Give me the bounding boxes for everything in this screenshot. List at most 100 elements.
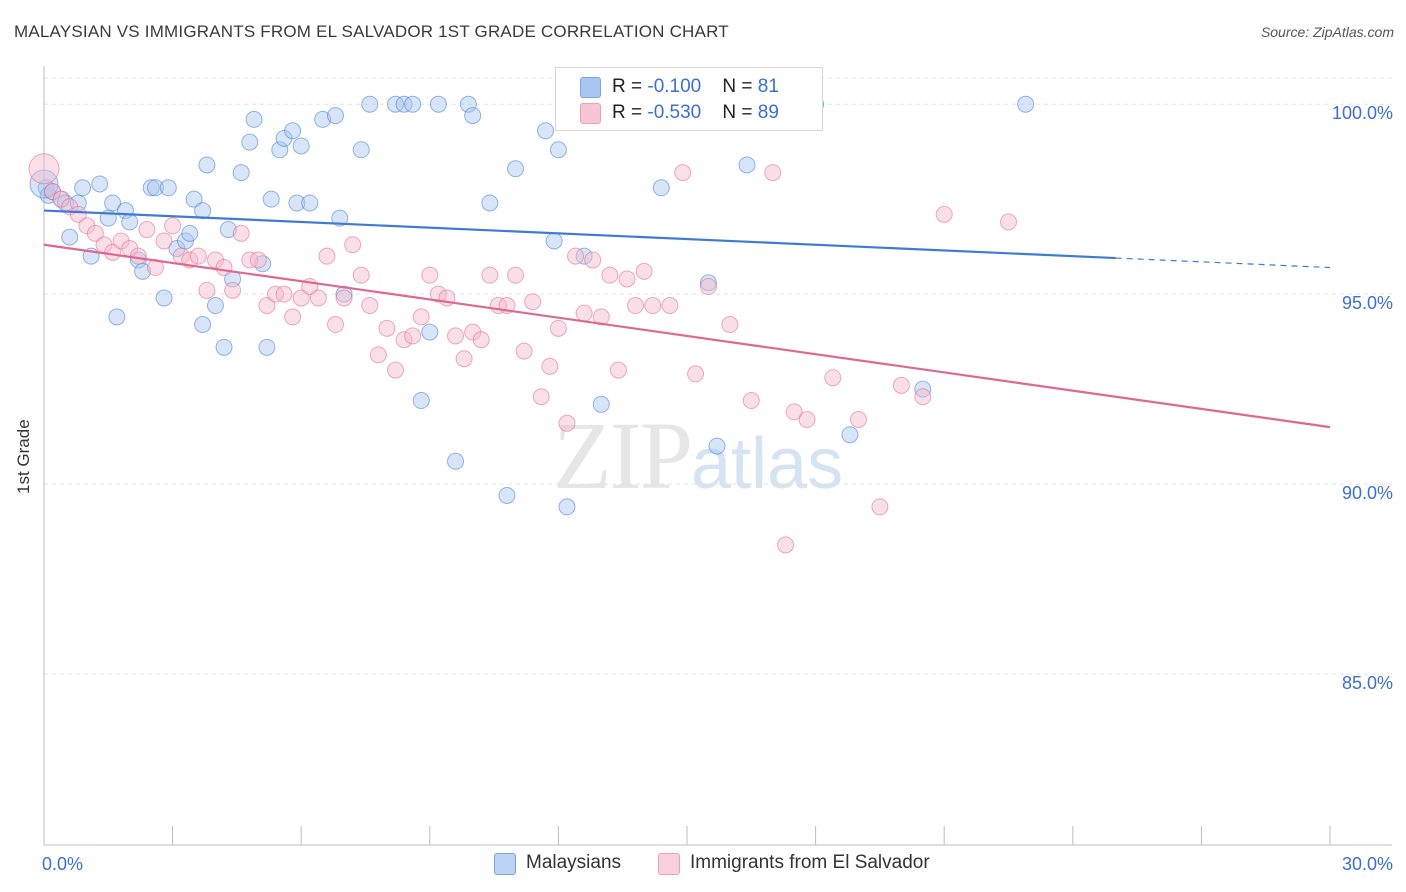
point-malaysians xyxy=(507,160,525,178)
point-el-salvador xyxy=(892,376,910,394)
point-el-salvador xyxy=(481,266,499,284)
point-el-salvador xyxy=(258,297,276,315)
point-malaysians xyxy=(241,133,259,151)
y-tick-label: 85.0% xyxy=(1342,673,1393,693)
point-malaysians xyxy=(326,107,344,125)
point-el-salvador xyxy=(164,217,182,235)
point-el-salvador xyxy=(871,498,889,516)
point-malaysians xyxy=(91,175,109,193)
point-malaysians xyxy=(549,141,567,159)
point-el-salvador xyxy=(378,319,396,337)
point-el-salvador xyxy=(674,164,692,182)
legend-r-label: R = xyxy=(612,76,648,97)
point-el-salvador xyxy=(914,388,932,406)
point-malaysians xyxy=(395,95,413,113)
point-malaysians xyxy=(575,247,593,265)
point-el-salvador xyxy=(86,224,104,242)
point-malaysians xyxy=(464,107,482,125)
point-el-salvador xyxy=(395,331,413,349)
point-malaysians xyxy=(155,289,173,307)
point-malaysians xyxy=(699,274,717,292)
point-el-salvador xyxy=(369,346,387,364)
trendline-malaysians-extension xyxy=(1115,257,1331,269)
legend-n-value: 81 xyxy=(757,76,779,97)
point-el-salvador xyxy=(524,293,542,311)
y-tick-label: 95.0% xyxy=(1342,293,1393,313)
point-malaysians xyxy=(181,224,199,242)
point-el-salvador xyxy=(215,259,233,277)
point-malaysians xyxy=(194,202,212,220)
point-malaysians xyxy=(292,137,310,155)
trendline-malaysians xyxy=(43,209,1116,260)
point-el-salvador xyxy=(189,247,207,265)
point-el-salvador xyxy=(721,316,739,334)
point-malaysians xyxy=(537,122,555,140)
point-malaysians xyxy=(206,297,224,315)
trendline-el-salvador xyxy=(43,243,1331,429)
stats-legend: R = -0.100 N = 81 R = -0.530 N = 89 xyxy=(555,67,823,131)
point-el-salvador xyxy=(507,266,525,284)
point-el-salvador xyxy=(798,411,816,429)
point-malaysians xyxy=(185,190,203,208)
point-el-salvador xyxy=(609,361,627,379)
point-el-salvador xyxy=(824,369,842,387)
point-malaysians xyxy=(412,392,430,410)
point-malaysians xyxy=(708,437,726,455)
point-malaysians xyxy=(258,338,276,356)
point-el-salvador xyxy=(618,270,636,288)
legend-swatch-el-salvador xyxy=(580,103,601,124)
point-el-salvador xyxy=(241,251,259,269)
y-axis-label: 1st Grade xyxy=(14,419,33,494)
y-tick-label: 90.0% xyxy=(1342,483,1393,503)
point-malaysians xyxy=(74,179,92,197)
point-malaysians xyxy=(545,232,563,250)
point-el-salvador xyxy=(387,361,405,379)
source-label: Source: ZipAtlas.com xyxy=(1260,24,1394,40)
point-el-salvador xyxy=(249,251,267,269)
point-el-salvador xyxy=(429,285,447,303)
legend-label-malaysians: Malaysians xyxy=(526,852,622,873)
point-el-salvador xyxy=(266,285,284,303)
point-el-salvador xyxy=(326,316,344,334)
point-el-salvador xyxy=(155,232,173,250)
point-malaysians xyxy=(301,194,319,212)
point-el-salvador xyxy=(935,205,953,223)
point-el-salvador xyxy=(567,247,585,265)
point-el-salvador xyxy=(69,205,87,223)
point-malaysians xyxy=(498,486,516,504)
point-malaysians xyxy=(61,228,79,246)
point-malaysians xyxy=(159,179,177,197)
point-malaysians xyxy=(459,95,477,113)
point-malaysians xyxy=(194,316,212,334)
point-el-salvador xyxy=(777,536,795,554)
legend-swatch-malaysians xyxy=(494,853,516,875)
point-malaysians xyxy=(142,179,160,197)
point-el-salvador xyxy=(28,153,60,185)
point-el-salvador xyxy=(849,411,867,429)
watermark-zip: ZIP xyxy=(553,402,693,509)
point-malaysians xyxy=(361,95,379,113)
point-el-salvador xyxy=(455,350,473,368)
point-el-salvador xyxy=(361,297,379,315)
point-malaysians xyxy=(738,156,756,174)
point-el-salvador xyxy=(421,266,439,284)
point-el-salvador xyxy=(352,266,370,284)
point-el-salvador xyxy=(1000,213,1017,231)
point-malaysians xyxy=(121,213,139,231)
point-malaysians xyxy=(215,338,233,356)
point-el-salvador xyxy=(687,365,705,383)
point-malaysians xyxy=(104,194,122,212)
legend-n-value: 89 xyxy=(757,102,779,123)
x-tick-label: 30.0% xyxy=(1342,854,1393,874)
point-el-salvador xyxy=(318,247,336,265)
point-el-salvador xyxy=(232,224,250,242)
point-el-salvador xyxy=(742,392,760,410)
point-el-salvador xyxy=(584,251,602,269)
point-el-salvador xyxy=(592,308,610,326)
point-el-salvador xyxy=(198,281,216,299)
point-malaysians xyxy=(335,285,353,303)
point-el-salvador xyxy=(284,308,302,326)
legend-label-el-salvador: Immigrants from El Salvador xyxy=(690,852,930,873)
point-el-salvador xyxy=(404,327,422,345)
watermark-atlas: atlas xyxy=(691,424,844,504)
